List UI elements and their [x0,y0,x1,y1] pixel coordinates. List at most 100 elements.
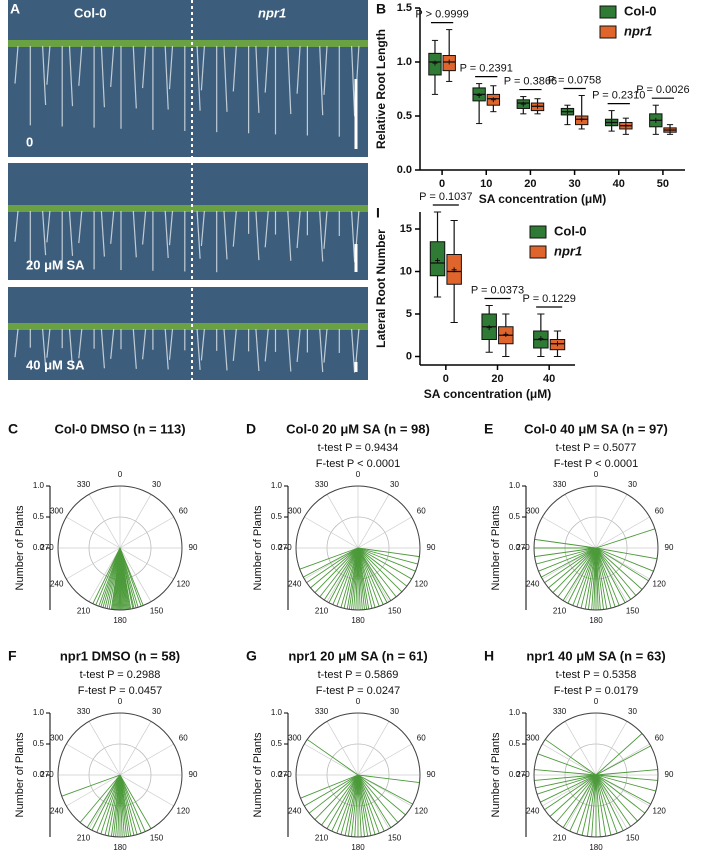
mean-marker [486,325,492,331]
x-tick-label: 20 [524,178,536,190]
root-angle [95,547,121,606]
theta-tick-label: 150 [150,833,164,842]
treatment-label: 0 [26,134,33,149]
outer-ring [533,485,659,611]
mean-marker [446,59,452,65]
root [164,328,169,370]
root [132,45,137,109]
root-angle [595,528,656,549]
root-angle [299,547,359,570]
root [100,328,105,369]
root-angle [357,547,403,593]
root-angle [328,547,359,603]
y-axis-title: Number of Plants [490,505,502,590]
spoke [357,721,390,776]
spoke [119,774,174,807]
root [110,210,115,244]
root [68,45,74,107]
root-angle [595,547,626,603]
root-angle [107,774,121,836]
p-value: P = 0.0026 [636,84,689,96]
theta-tick-label: 90 [189,543,198,552]
theta-tick-label: 240 [50,580,64,589]
root-angle [357,547,408,587]
root-angle [347,774,359,837]
root-angle [357,547,420,558]
chart-title: npr1 40 μM SA (n = 63) [526,648,665,663]
root [196,210,201,259]
root-angle [555,774,597,823]
p-value: P = 0.2391 [460,63,513,75]
outer-ring [533,712,659,838]
root-angle [595,547,616,608]
root [355,328,360,364]
theta-tick-label: 330 [315,480,329,489]
theta-tick-label: 120 [177,580,191,589]
theta-tick-label: 300 [526,507,540,516]
root-angle [534,538,597,549]
root-angle [308,774,359,814]
root-angle [595,774,651,805]
root-angle [326,774,359,829]
seedling-row [8,205,368,212]
spoke [564,494,597,549]
x-axis-title: SA concentration (μM) [424,387,552,401]
x-tick-label: 50 [657,178,669,190]
r-tick-label: 1.0 [33,708,45,717]
root-angle [357,774,372,836]
mean-marker [538,336,544,342]
root [46,210,51,243]
root-angle [595,745,651,776]
root-angle [119,774,135,836]
root [142,328,147,360]
root-angle [595,774,638,822]
root [196,45,201,111]
theta-tick-label: 0 [118,697,123,706]
theta-tick-label: 240 [526,580,540,589]
theta-tick-label: 210 [77,606,91,615]
treatment-label: 20 μM SA [26,257,85,272]
root [200,45,205,91]
root-angle [306,547,359,584]
theta-tick-label: 150 [150,606,164,615]
root-angle [119,774,146,832]
spoke [304,743,359,776]
root-angle [595,733,643,776]
theta-tick-label: 240 [288,580,302,589]
root-angle [595,547,654,572]
theta-tick-label: 120 [653,807,667,816]
root-angle [110,774,121,837]
theta-tick-label: 60 [417,507,426,516]
root-angle [357,547,416,572]
root [319,45,324,116]
r-tick-label: 0.0 [33,770,45,779]
spoke [66,547,121,580]
mean-marker [490,97,496,103]
spoke [357,743,412,776]
x-axis-title: SA concentration (μM) [479,192,607,206]
root [264,45,269,93]
root-angle [595,769,658,776]
root-angle [331,774,359,832]
root [255,328,260,372]
root-angle [595,774,624,831]
theta-tick-label: 60 [655,734,664,743]
p-value: P > 0.9999 [415,9,468,21]
y-tick-label: 15 [400,223,412,235]
theta-tick-label: 180 [351,616,365,625]
root-angle [300,774,359,799]
root [319,210,324,262]
root-angle [544,774,597,811]
legend-swatch [599,5,617,19]
spoke [88,547,121,602]
root [232,45,237,92]
root [232,210,237,247]
stat-test: t-test P = 0.5077 [556,442,637,454]
theta-tick-label: 300 [288,734,302,743]
r-tick-label: 0.5 [271,512,283,521]
panel-letter: C [8,421,18,437]
root [164,210,169,259]
p-value: P = 0.1037 [419,191,472,203]
theta-tick-label: 270 [40,770,54,779]
